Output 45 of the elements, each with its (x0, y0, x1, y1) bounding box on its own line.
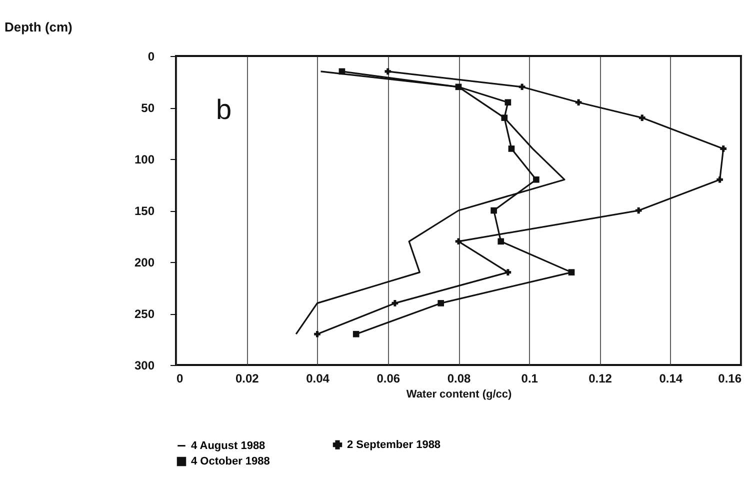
point (504, 269, 512, 276)
point (438, 300, 444, 306)
point (568, 269, 575, 276)
x-tick-label: 0.14 (659, 372, 683, 386)
point (518, 84, 526, 90)
point (338, 68, 346, 75)
legend-label: 4 October 1988 (191, 456, 270, 468)
legend-label: 2 September 1988 (347, 438, 441, 451)
y-tick-label: 100 (134, 152, 155, 166)
point (455, 84, 462, 90)
point (490, 207, 497, 214)
point (508, 146, 515, 152)
point (384, 68, 392, 75)
point (314, 330, 320, 338)
legend-label: 4 August 1988 (191, 440, 266, 452)
y-tick-label: 50 (141, 101, 155, 115)
point (392, 300, 398, 306)
y-axis-title: Depth (cm) (4, 20, 72, 34)
x-tick-label: 0.04 (306, 372, 330, 386)
x-tick-label: 0.12 (588, 372, 612, 386)
point (638, 114, 646, 121)
point (635, 207, 642, 214)
y-tick-label: 150 (134, 204, 155, 218)
x-tick-label: 0.08 (447, 372, 471, 386)
x-tick-label: 0.02 (235, 372, 260, 386)
point (575, 99, 582, 106)
line-series (295, 70, 566, 335)
x-tick-label: 0.06 (376, 372, 400, 386)
y-tick-label: 250 (134, 307, 155, 321)
point (504, 99, 512, 106)
y-tick-label: 300 (134, 358, 155, 372)
annotation: b (216, 94, 232, 125)
point (352, 330, 360, 338)
point (501, 114, 508, 121)
point (716, 176, 723, 183)
y-tick-label: 0 (148, 50, 155, 64)
point (720, 146, 727, 152)
x-axis-title: Water content (g/cc) (406, 388, 512, 400)
point (455, 238, 462, 245)
y-tick-label: 200 (134, 256, 155, 270)
x-tick-label: 0.1 (521, 372, 538, 386)
point (498, 238, 504, 245)
point (533, 176, 540, 183)
x-tick-label: 0.16 (718, 372, 742, 386)
x-tick-label: 0 (176, 372, 184, 386)
